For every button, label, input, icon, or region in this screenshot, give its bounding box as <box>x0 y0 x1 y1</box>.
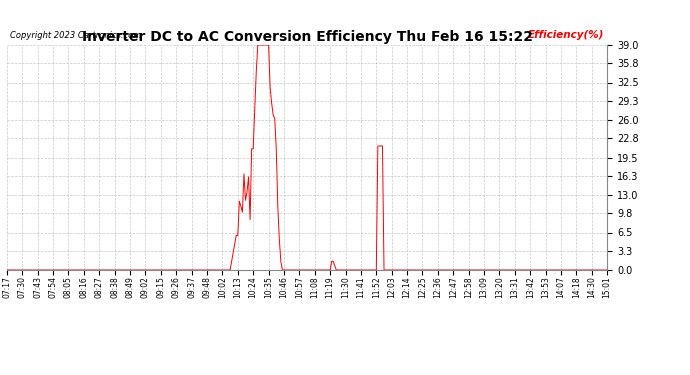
Text: Efficiency(%): Efficiency(%) <box>528 30 604 40</box>
Text: Copyright 2023 Cartronics.com: Copyright 2023 Cartronics.com <box>10 32 141 40</box>
Title: Inverter DC to AC Conversion Efficiency Thu Feb 16 15:22: Inverter DC to AC Conversion Efficiency … <box>81 30 533 44</box>
